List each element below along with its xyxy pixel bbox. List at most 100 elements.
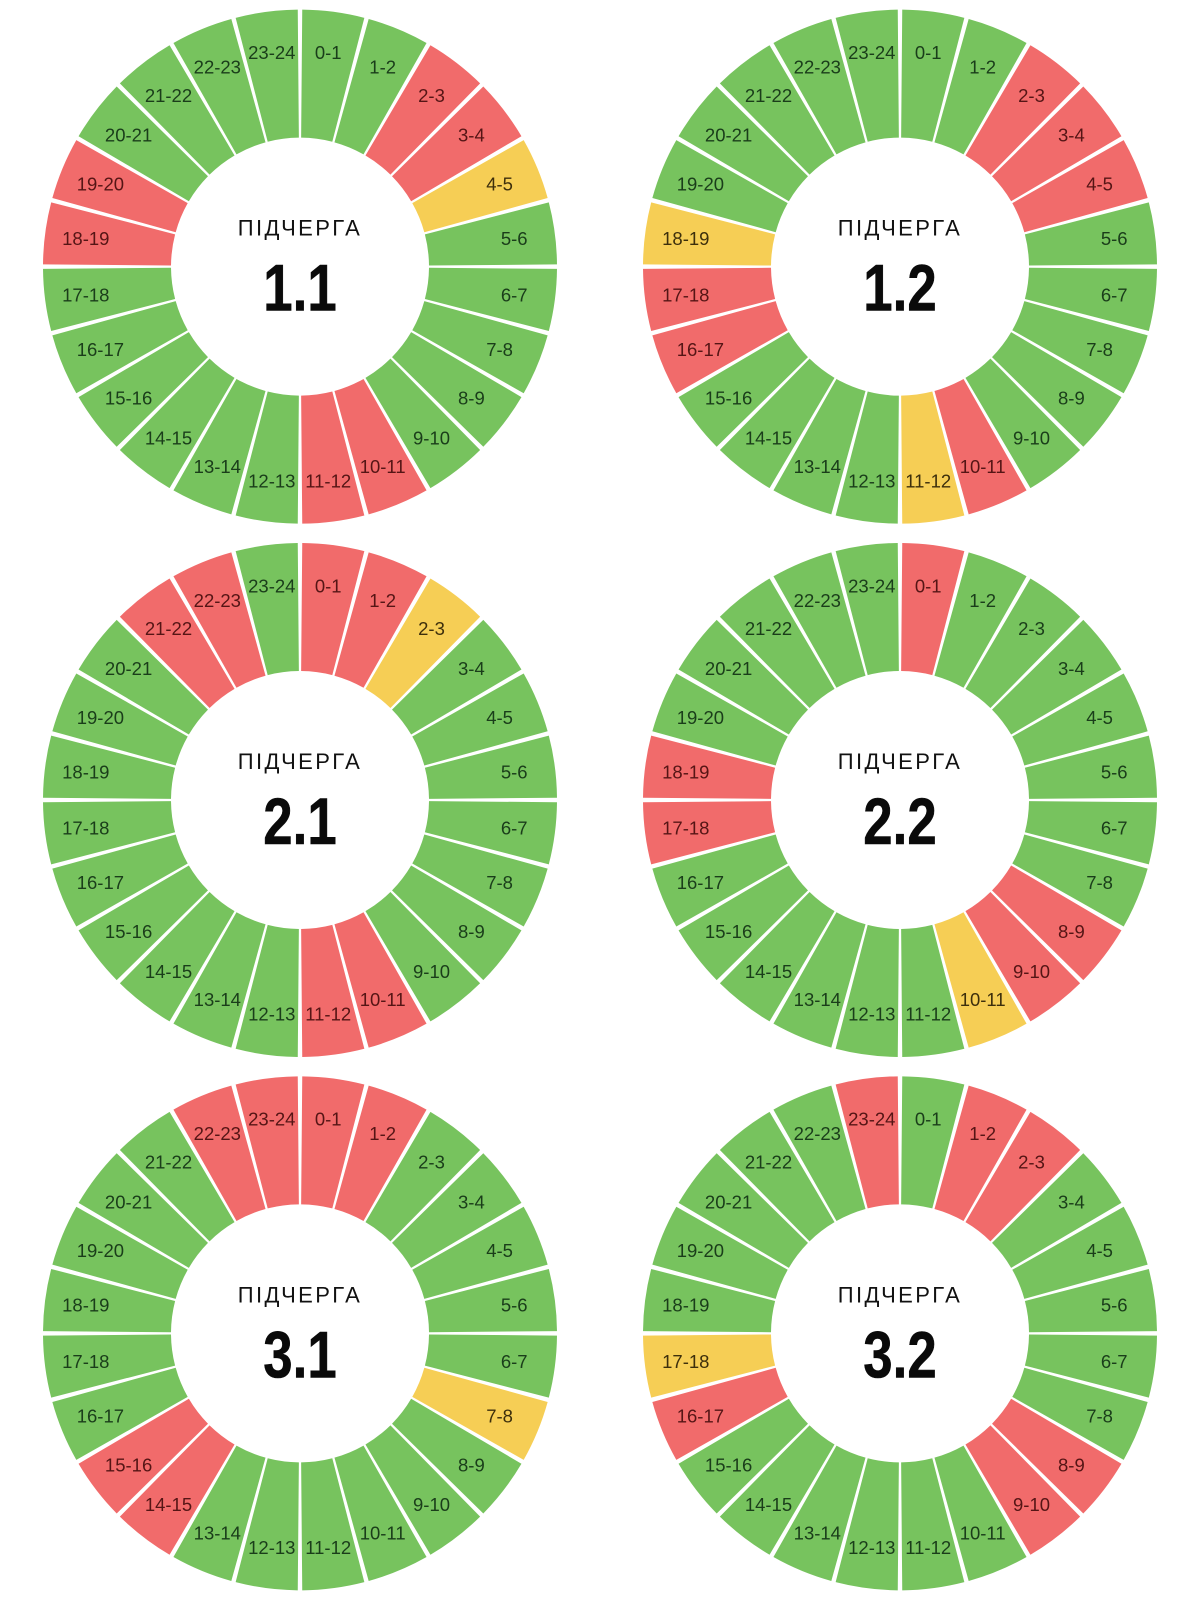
svg-text:ПІДЧЕРГА: ПІДЧЕРГА bbox=[838, 1282, 962, 1307]
svg-text:4-5: 4-5 bbox=[1086, 1240, 1113, 1261]
svg-text:ПІДЧЕРГА: ПІДЧЕРГА bbox=[238, 749, 362, 774]
svg-text:4-5: 4-5 bbox=[1086, 173, 1113, 194]
svg-text:7-8: 7-8 bbox=[486, 1406, 513, 1427]
svg-text:2-3: 2-3 bbox=[418, 618, 445, 639]
svg-text:15-16: 15-16 bbox=[705, 921, 752, 942]
svg-text:23-24: 23-24 bbox=[848, 575, 895, 596]
svg-text:21-22: 21-22 bbox=[145, 618, 192, 639]
svg-text:21-22: 21-22 bbox=[745, 618, 792, 639]
svg-text:ПІДЧЕРГА: ПІДЧЕРГА bbox=[838, 216, 962, 241]
svg-text:6-7: 6-7 bbox=[1101, 284, 1128, 305]
svg-text:5-6: 5-6 bbox=[1101, 228, 1128, 249]
svg-text:11-12: 11-12 bbox=[305, 1537, 351, 1558]
svg-text:15-16: 15-16 bbox=[105, 1454, 152, 1475]
svg-text:8-9: 8-9 bbox=[1058, 388, 1085, 409]
svg-text:12-13: 12-13 bbox=[248, 1537, 295, 1558]
svg-text:7-8: 7-8 bbox=[1086, 1406, 1113, 1427]
svg-text:4-5: 4-5 bbox=[486, 1240, 513, 1261]
svg-text:23-24: 23-24 bbox=[248, 575, 295, 596]
svg-text:17-18: 17-18 bbox=[62, 1351, 109, 1372]
svg-text:18-19: 18-19 bbox=[62, 228, 109, 249]
svg-text:14-15: 14-15 bbox=[145, 428, 192, 449]
svg-text:3-4: 3-4 bbox=[458, 125, 485, 146]
svg-text:20-21: 20-21 bbox=[705, 1191, 752, 1212]
svg-text:9-10: 9-10 bbox=[1013, 1494, 1050, 1515]
svg-text:22-23: 22-23 bbox=[194, 590, 241, 611]
svg-text:10-11: 10-11 bbox=[360, 1522, 406, 1543]
svg-text:14-15: 14-15 bbox=[145, 1494, 192, 1515]
svg-text:9-10: 9-10 bbox=[413, 428, 450, 449]
svg-text:20-21: 20-21 bbox=[705, 125, 752, 146]
svg-text:7-8: 7-8 bbox=[486, 872, 513, 893]
svg-text:5-6: 5-6 bbox=[1101, 761, 1128, 782]
svg-text:5-6: 5-6 bbox=[501, 761, 528, 782]
svg-text:8-9: 8-9 bbox=[1058, 921, 1085, 942]
svg-text:0-1: 0-1 bbox=[915, 1109, 942, 1130]
svg-text:0-1: 0-1 bbox=[915, 575, 942, 596]
svg-text:14-15: 14-15 bbox=[745, 428, 792, 449]
svg-text:20-21: 20-21 bbox=[105, 1191, 152, 1212]
svg-text:8-9: 8-9 bbox=[1058, 1454, 1085, 1475]
svg-text:2-3: 2-3 bbox=[418, 1151, 445, 1172]
svg-text:ПІДЧЕРГА: ПІДЧЕРГА bbox=[238, 1282, 362, 1307]
svg-text:22-23: 22-23 bbox=[794, 590, 841, 611]
svg-text:11-12: 11-12 bbox=[905, 1004, 951, 1025]
svg-text:17-18: 17-18 bbox=[662, 818, 709, 839]
svg-text:19-20: 19-20 bbox=[77, 1240, 124, 1261]
svg-text:19-20: 19-20 bbox=[677, 173, 724, 194]
svg-text:2-3: 2-3 bbox=[1018, 618, 1045, 639]
svg-text:11-12: 11-12 bbox=[305, 470, 351, 491]
svg-text:23-24: 23-24 bbox=[848, 42, 895, 63]
svg-text:13-14: 13-14 bbox=[794, 989, 841, 1010]
svg-text:20-21: 20-21 bbox=[105, 658, 152, 679]
svg-text:1.1: 1.1 bbox=[263, 251, 336, 325]
svg-text:12-13: 12-13 bbox=[848, 1537, 895, 1558]
svg-text:3-4: 3-4 bbox=[1058, 658, 1085, 679]
svg-text:22-23: 22-23 bbox=[194, 1123, 241, 1144]
svg-text:4-5: 4-5 bbox=[486, 173, 513, 194]
svg-text:7-8: 7-8 bbox=[1086, 339, 1113, 360]
svg-text:1-2: 1-2 bbox=[969, 590, 996, 611]
svg-text:3.2: 3.2 bbox=[863, 1318, 936, 1392]
svg-text:1.2: 1.2 bbox=[863, 251, 936, 325]
svg-text:4-5: 4-5 bbox=[1086, 707, 1113, 728]
svg-text:22-23: 22-23 bbox=[794, 57, 841, 78]
svg-text:2.2: 2.2 bbox=[863, 784, 936, 858]
svg-text:23-24: 23-24 bbox=[248, 1109, 295, 1130]
svg-text:14-15: 14-15 bbox=[745, 1494, 792, 1515]
svg-text:8-9: 8-9 bbox=[458, 921, 485, 942]
svg-text:0-1: 0-1 bbox=[915, 42, 942, 63]
svg-text:11-12: 11-12 bbox=[905, 470, 951, 491]
svg-text:17-18: 17-18 bbox=[62, 284, 109, 305]
svg-text:16-17: 16-17 bbox=[677, 1406, 724, 1427]
svg-text:18-19: 18-19 bbox=[662, 761, 709, 782]
svg-text:15-16: 15-16 bbox=[105, 388, 152, 409]
svg-text:19-20: 19-20 bbox=[77, 173, 124, 194]
svg-text:9-10: 9-10 bbox=[413, 1494, 450, 1515]
svg-text:ПІДЧЕРГА: ПІДЧЕРГА bbox=[838, 749, 962, 774]
svg-text:2.1: 2.1 bbox=[263, 784, 336, 858]
svg-text:16-17: 16-17 bbox=[677, 339, 724, 360]
svg-text:1-2: 1-2 bbox=[369, 1123, 396, 1144]
svg-text:12-13: 12-13 bbox=[848, 1004, 895, 1025]
svg-text:23-24: 23-24 bbox=[248, 42, 295, 63]
svg-text:5-6: 5-6 bbox=[501, 228, 528, 249]
svg-text:1-2: 1-2 bbox=[969, 1123, 996, 1144]
svg-text:9-10: 9-10 bbox=[413, 961, 450, 982]
svg-text:3-4: 3-4 bbox=[1058, 1191, 1085, 1212]
svg-text:10-11: 10-11 bbox=[960, 989, 1006, 1010]
svg-text:3-4: 3-4 bbox=[458, 658, 485, 679]
svg-text:8-9: 8-9 bbox=[458, 1454, 485, 1475]
svg-text:5-6: 5-6 bbox=[501, 1295, 528, 1316]
svg-text:17-18: 17-18 bbox=[662, 1351, 709, 1372]
svg-text:22-23: 22-23 bbox=[794, 1123, 841, 1144]
svg-text:21-22: 21-22 bbox=[145, 85, 192, 106]
svg-text:6-7: 6-7 bbox=[501, 1351, 528, 1372]
svg-text:13-14: 13-14 bbox=[794, 456, 841, 477]
svg-text:19-20: 19-20 bbox=[677, 707, 724, 728]
svg-text:1-2: 1-2 bbox=[369, 590, 396, 611]
svg-text:21-22: 21-22 bbox=[745, 1151, 792, 1172]
svg-text:2-3: 2-3 bbox=[1018, 1151, 1045, 1172]
svg-text:ПІДЧЕРГА: ПІДЧЕРГА bbox=[238, 216, 362, 241]
svg-text:3.1: 3.1 bbox=[263, 1318, 336, 1392]
